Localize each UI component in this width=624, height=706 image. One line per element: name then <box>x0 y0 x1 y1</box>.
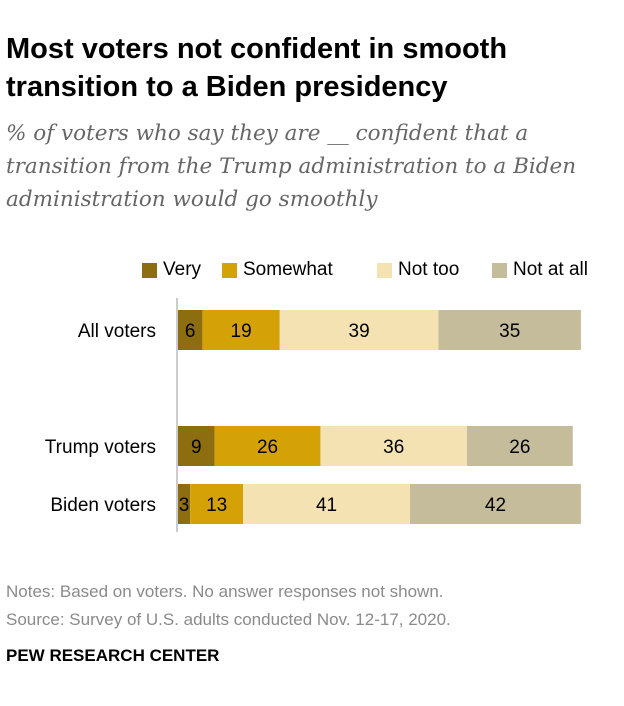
row-label-biden-voters: Biden voters <box>50 495 156 516</box>
legend-swatch-not-at-all <box>492 262 507 278</box>
bar-all-voters-somewhat <box>202 310 280 350</box>
value-label-biden-voters-somewhat: 13 <box>206 495 227 516</box>
value-label-biden-voters-very: 3 <box>179 495 190 516</box>
legend-item-not-too: Not too <box>377 256 459 284</box>
stacked-bar-chart: All voters 6 19 39 35 Trump voters 9 26 36 26 Bide… <box>45 298 581 532</box>
value-label-biden-voters-not-at-all: 42 <box>485 495 506 516</box>
value-label-biden-voters-not-too: 41 <box>316 495 337 516</box>
legend-label-not-at-all: Not at all <box>513 259 588 280</box>
bar-biden-voters-not-too <box>243 484 410 524</box>
value-label-trump-voters-somewhat: 26 <box>257 437 278 458</box>
source-text: Source: Survey of U.S. adults conducted … <box>6 610 451 629</box>
legend-swatch-very <box>142 262 157 278</box>
bar-biden-voters-somewhat <box>190 484 244 524</box>
legend-swatch-somewhat <box>222 262 237 278</box>
bar-trump-voters-not-too <box>320 426 467 466</box>
bar-biden-voters-not-at-all <box>409 484 581 524</box>
organization-name: PEW RESEARCH CENTER <box>6 646 220 665</box>
value-label-trump-voters-not-at-all: 26 <box>509 437 530 458</box>
legend: Very Somewhat Not too Not at all <box>0 256 624 284</box>
row-label-all-voters: All voters <box>78 321 156 342</box>
bar-biden-voters-very <box>178 484 191 524</box>
chart-subtitle: % of voters who say they are __ confiden… <box>6 121 577 212</box>
bar-trump-voters-somewhat <box>214 426 321 466</box>
bar-all-voters-very <box>178 310 203 350</box>
bar-all-voters-not-too <box>279 310 439 350</box>
value-label-trump-voters-not-too: 36 <box>383 437 404 458</box>
legend-label-somewhat: Somewhat <box>243 259 333 280</box>
legend-item-somewhat: Somewhat <box>222 256 333 284</box>
value-label-trump-voters-very: 9 <box>191 437 202 458</box>
value-label-all-voters-somewhat: 19 <box>231 321 252 342</box>
notes-text: Notes: Based on voters. No answer respon… <box>6 582 444 601</box>
legend-label-very: Very <box>163 259 202 280</box>
legend-item-not-at-all: Not at all <box>492 256 588 284</box>
bar-all-voters-not-at-all <box>438 310 581 350</box>
value-label-all-voters-not-at-all: 35 <box>499 321 520 342</box>
bar-trump-voters-not-at-all <box>466 426 573 466</box>
legend-swatch-not-too <box>377 262 392 278</box>
legend-label-not-too: Not too <box>398 259 460 280</box>
chart-title: Most voters not confident in smooth tran… <box>6 33 508 103</box>
value-label-all-voters-very: 6 <box>185 321 196 342</box>
bar-trump-voters-very <box>178 426 215 466</box>
legend-item-very: Very <box>142 256 201 284</box>
value-label-all-voters-not-too: 39 <box>349 321 370 342</box>
footnotes: Notes: Based on voters. No answer respon… <box>6 578 451 634</box>
row-label-trump-voters: Trump voters <box>45 437 156 458</box>
